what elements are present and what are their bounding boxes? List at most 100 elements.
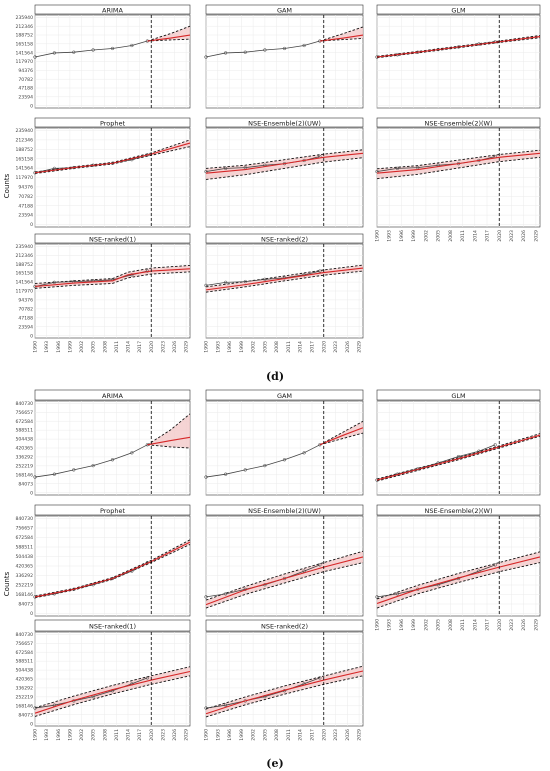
y-tick-label: 588511 <box>15 428 33 434</box>
y-tick-label: 47188 <box>18 203 33 209</box>
upper-bound-line <box>205 264 364 288</box>
upper-bound-line <box>319 420 364 446</box>
observed-point <box>223 703 228 707</box>
lower-bound-line <box>205 270 364 293</box>
y-tick-label: 840730 <box>15 632 33 638</box>
observed-point <box>204 283 208 288</box>
x-tick-label: 1996 <box>399 230 405 242</box>
observed-point <box>33 706 37 710</box>
prediction-line <box>376 36 541 58</box>
x-tick-label: 2002 <box>251 341 257 353</box>
x-tick-label: 1999 <box>239 341 245 353</box>
observed-point <box>204 55 208 59</box>
observed-point <box>145 676 150 680</box>
facet-title: NSE-ranked(2) <box>261 622 308 630</box>
x-tick-label: 2017 <box>137 341 143 353</box>
x-tick-label: 2017 <box>137 729 143 741</box>
interval-band <box>147 26 190 42</box>
y-tick-label: 588511 <box>15 659 33 665</box>
x-tick-label: 2014 <box>472 619 478 631</box>
upper-bound-line <box>34 666 191 709</box>
y-tick-label: 0 <box>30 222 33 228</box>
x-tick-label: 2029 <box>357 729 363 741</box>
lower-bound-line <box>376 37 541 59</box>
y-tick-label: 188752 <box>15 262 33 268</box>
x-tick-label: 1999 <box>411 230 417 242</box>
facet-title: GLM <box>451 6 465 14</box>
facet-title: NSE-ranked(2) <box>261 235 308 243</box>
prediction-line <box>376 556 541 605</box>
lower-bound-line <box>205 157 364 180</box>
y-tick-label: 212346 <box>15 253 33 259</box>
x-tick-label: 2005 <box>262 341 268 353</box>
x-tick-label: 1990 <box>33 729 39 741</box>
facet-strip <box>34 389 191 401</box>
y-tick-label: 504438 <box>15 554 33 560</box>
facet-nse-ensemble-2-w-: NSE-Ensemble(2)(W) 1990 1993 1996 1999 2002 20… <box>375 504 541 631</box>
x-tick-label: 2008 <box>102 729 108 741</box>
facet-nse-ensemble-2-w-: NSE-Ensemble(2)(W) 1990 1993 1996 1999 2002 20… <box>375 117 541 242</box>
prediction-line <box>34 670 191 714</box>
x-tick-label: 2014 <box>126 341 132 353</box>
y-tick-label: 47188 <box>18 86 33 92</box>
prediction-line <box>34 541 191 598</box>
y-tick-label: 84073 <box>18 602 33 608</box>
facet-nse-ranked-2-: NSE-ranked(2) 1990 1993 1996 1999 2002 2005 200… <box>204 619 364 741</box>
facet-title: NSE-Ensemble(2)(UW) <box>248 119 321 127</box>
x-tick-label: 2017 <box>309 729 315 741</box>
panel-label-e: (e) <box>266 757 283 770</box>
y-axis-label-e: Counts <box>3 571 11 596</box>
x-tick-label: 2023 <box>333 341 339 353</box>
x-tick-label: 1999 <box>67 729 73 741</box>
y-tick-label: 117970 <box>15 289 33 295</box>
facet-strip <box>34 117 191 128</box>
y-tick-label: 94376 <box>18 68 33 74</box>
y-tick-label: 0 <box>30 333 33 339</box>
y-tick-label: 336292 <box>15 686 33 692</box>
facet-nse-ranked-1-: NSE-ranked(1) 0 23594 47188 70782 94376 117970… <box>15 233 191 353</box>
y-tick-label: 70782 <box>18 194 33 200</box>
observed-line <box>205 270 320 286</box>
x-tick-label: 2011 <box>286 341 292 353</box>
y-tick-label: 0 <box>30 721 33 727</box>
y-tick-label: 0 <box>30 611 33 617</box>
x-tick-label: 1996 <box>56 341 62 353</box>
lower-bound-line <box>34 146 191 174</box>
facet-gam: GAM <box>204 389 364 496</box>
x-tick-label: 2005 <box>91 729 97 741</box>
x-tick-label: 2014 <box>472 230 478 242</box>
interval-band <box>206 551 363 609</box>
y-tick-label: 420365 <box>15 564 33 570</box>
y-tick-label: 252219 <box>15 463 33 469</box>
y-axis-label-d: Counts <box>3 173 11 198</box>
observed-line <box>34 40 148 58</box>
facet-strip <box>205 4 364 15</box>
x-tick-label: 2020 <box>321 341 327 353</box>
x-tick-label: 2002 <box>79 729 85 741</box>
prediction-line <box>34 142 191 174</box>
y-tick-label: 840730 <box>15 401 33 407</box>
observed-point <box>263 277 267 281</box>
x-tick-label: 1990 <box>375 230 381 242</box>
observed-point <box>318 676 322 680</box>
upper-bound-line <box>34 264 191 284</box>
x-tick-label: 2011 <box>460 619 466 631</box>
y-tick-label: 336292 <box>15 455 33 461</box>
x-tick-label: 2014 <box>298 729 304 741</box>
observed-point <box>33 55 37 59</box>
facet-title: Prophet <box>100 119 126 127</box>
lower-bound-line <box>205 562 364 609</box>
upper-bound-line <box>147 413 191 446</box>
y-tick-label: 235940 <box>15 244 33 250</box>
x-tick-label: 2020 <box>497 230 503 242</box>
x-tick-label: 1996 <box>56 729 62 741</box>
facet-strip <box>205 619 364 632</box>
observed-point <box>318 269 322 273</box>
observed-point <box>223 472 228 476</box>
facet-title: ARIMA <box>102 6 123 14</box>
y-tick-label: 70782 <box>18 306 33 312</box>
observed-point <box>130 451 134 455</box>
prediction-line <box>147 436 191 446</box>
observed-point <box>72 50 76 54</box>
x-tick-label: 2014 <box>126 729 132 741</box>
